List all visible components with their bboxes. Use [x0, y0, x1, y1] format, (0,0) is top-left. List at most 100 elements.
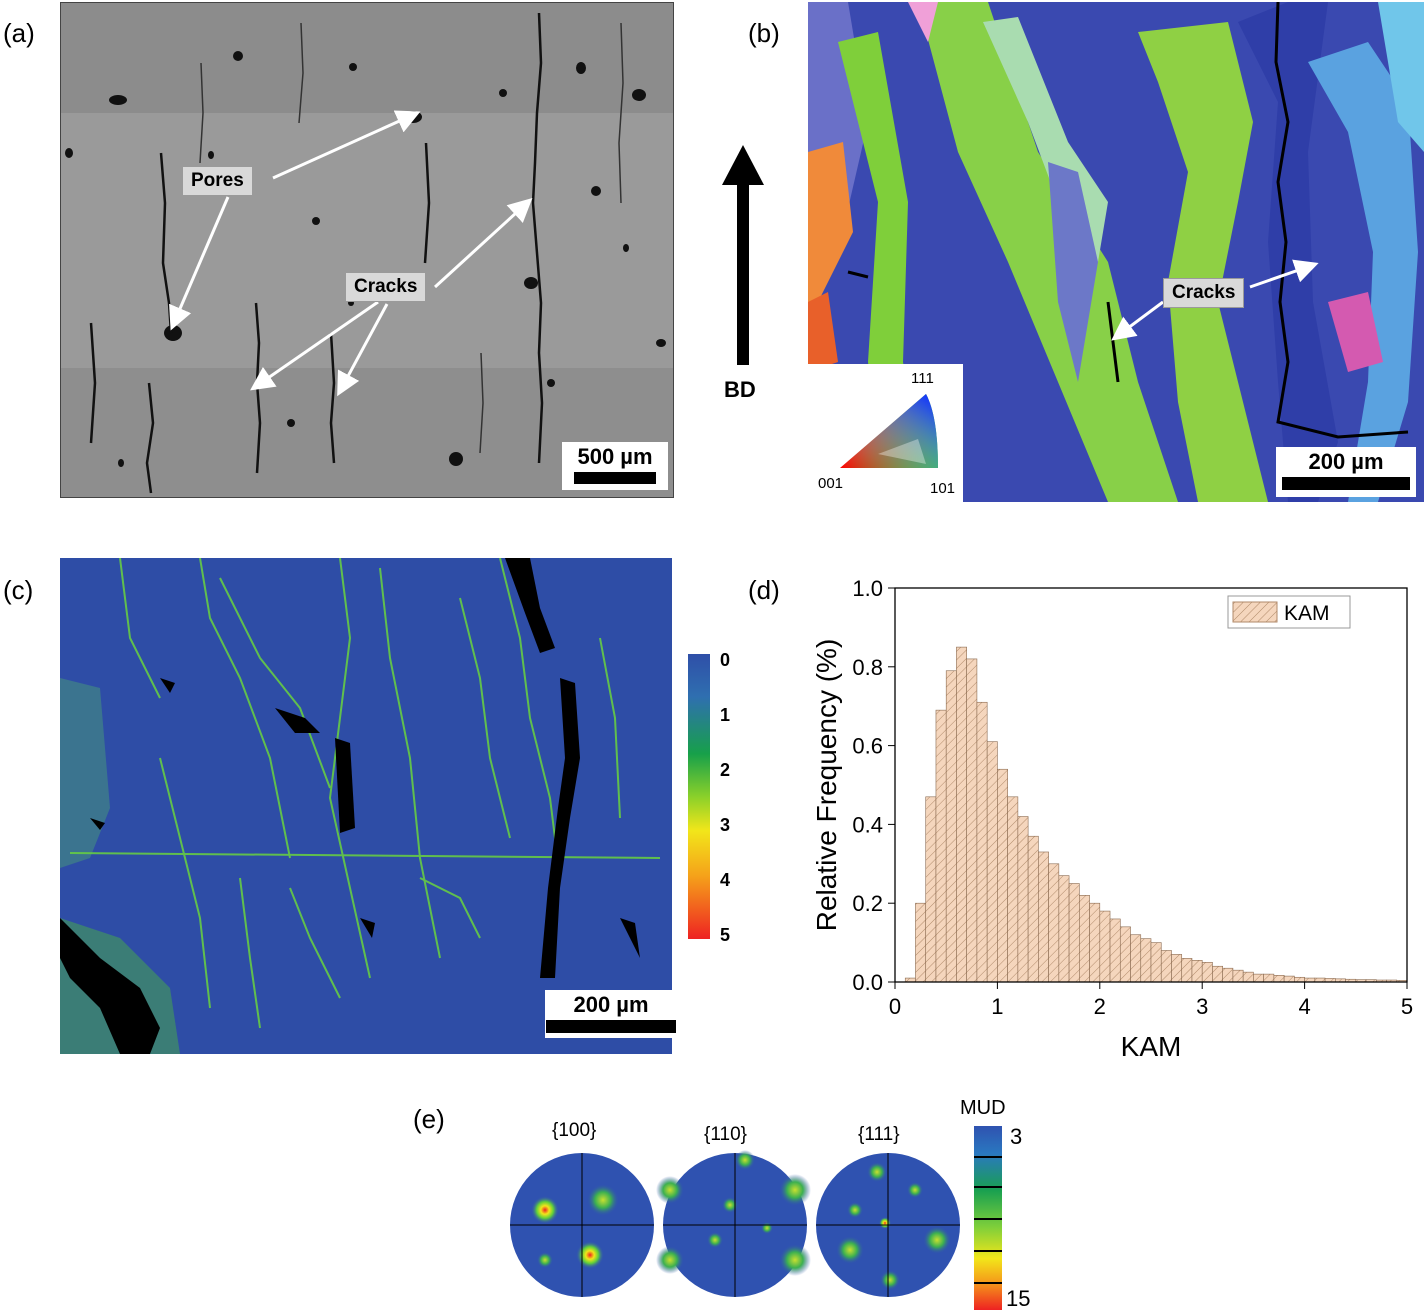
kam-colorbar-tick: 5: [720, 925, 731, 945]
y-tick-label: 0.6: [852, 734, 883, 759]
mud-colorbar-tick: [974, 1250, 1002, 1252]
pole-figure-title: {111}: [858, 1124, 900, 1145]
histogram-bar: [1079, 895, 1090, 983]
histogram-bar: [966, 658, 978, 983]
panel-c-letter: (c): [3, 575, 34, 605]
histogram-bar: [1089, 902, 1101, 983]
kam-histogram: 0 1 2 3 4 5 0.0 0.2 0.4 0.6 0.8 1.0 KAM Relative F…: [811, 576, 1413, 1062]
histogram-bar: [1212, 965, 1223, 983]
ebsd-ipf-drawing: [808, 2, 1424, 502]
histogram-bar: [1109, 918, 1121, 983]
histogram-bar: [1160, 950, 1172, 983]
histogram-bar: [925, 796, 937, 983]
histogram-bar: [915, 902, 927, 983]
scalebar-b-bar: [1282, 477, 1410, 490]
ipf-color-key: 111 001 101: [808, 364, 963, 502]
legend: KAM: [1227, 595, 1351, 629]
build-direction-label: BD: [724, 377, 756, 402]
kam-colorbar-tick: 3: [720, 815, 731, 835]
mud-colorbar-tick: [974, 1282, 1002, 1284]
mud-colorbar-tick: [974, 1156, 1002, 1158]
histogram-bar: [1048, 863, 1060, 983]
x-tick-label: 1: [991, 994, 1003, 1019]
histogram-bar: [976, 701, 988, 983]
y-tick-label: 0.2: [852, 891, 883, 916]
histogram-bar: [1140, 938, 1152, 983]
x-tick-label: 0: [889, 994, 901, 1019]
histogram-bar: [1232, 969, 1244, 983]
histogram-bar: [1294, 976, 1305, 983]
histogram-bar: [1263, 973, 1275, 983]
histogram-bar: [1242, 971, 1254, 983]
histogram-bar: [956, 646, 967, 983]
kam-map: [60, 558, 672, 1054]
histogram-bar: [1130, 934, 1142, 983]
mud-colorbar-title: MUD: [960, 1097, 1006, 1119]
kam-colorbar: [688, 654, 710, 939]
histogram-bar: [935, 709, 947, 983]
panel-a-letter: (a): [3, 18, 35, 48]
histogram-bar: [1181, 958, 1193, 983]
build-direction-arrow: [722, 145, 764, 365]
histogram-bar: [1119, 926, 1131, 983]
y-tick-label: 0.4: [852, 812, 883, 837]
ipf-key-101: 101: [930, 480, 956, 497]
scalebar-a-label: 500 µm: [577, 444, 653, 469]
histogram-bar: [1283, 975, 1295, 983]
pole-figure-110: [656, 1150, 811, 1297]
y-tick-label: 0.8: [852, 655, 883, 680]
x-tick-label: 3: [1196, 994, 1208, 1019]
panel-d-letter: (d): [748, 575, 780, 605]
scalebar-b-label: 200 µm: [1308, 449, 1384, 474]
ipf-triangle-drawing: [840, 394, 938, 468]
panel-b-arrows: [1111, 259, 1319, 341]
pole-figure-title: {100}: [552, 1120, 597, 1141]
legend-label: KAM: [1284, 602, 1330, 625]
y-axis-label: Relative Frequency (%): [811, 639, 842, 932]
histogram-bar: [1038, 851, 1049, 983]
scalebar-b: 200 µm: [1276, 447, 1416, 497]
mud-colorbar-max: 3: [1010, 1124, 1023, 1149]
pole-figure-111: [816, 1153, 960, 1297]
x-tick-label: 5: [1401, 994, 1413, 1019]
histogram-bar: [1027, 835, 1039, 983]
plot-frame: [894, 587, 1408, 983]
scalebar-a: 500 µm: [562, 442, 668, 490]
pole-figures: [510, 1150, 960, 1297]
cracks-label-b: Cracks: [1163, 278, 1245, 308]
scalebar-c-label: 200 µm: [573, 992, 649, 1017]
histogram-bar: [1058, 875, 1070, 983]
mud-colorbar-tick: [974, 1218, 1002, 1220]
scalebar-a-bar: [574, 472, 656, 484]
mud-colorbar-min: 15: [1006, 1286, 1031, 1311]
histogram-bar: [1068, 883, 1080, 983]
pores-label: Pores: [182, 166, 253, 196]
cracks-label-a: Cracks: [345, 272, 427, 302]
histogram-bar: [1273, 975, 1285, 983]
sem-micrograph: [60, 2, 674, 498]
pole-figure-100: [510, 1153, 654, 1297]
histogram-bar: [1253, 973, 1264, 983]
histogram-bar: [1222, 967, 1234, 983]
histogram-bar: [1017, 816, 1029, 983]
kam-colorbar-tick: 0: [720, 650, 731, 670]
scalebar-c-bar: [546, 1020, 676, 1033]
x-tick-label: 4: [1298, 994, 1310, 1019]
kam-colorbar-tick: 2: [720, 760, 731, 780]
panel-e-letter: (e): [413, 1104, 445, 1134]
histogram-bar: [997, 768, 1008, 983]
histogram-bar: [1007, 796, 1019, 983]
histogram-bar: [1191, 960, 1203, 983]
pole-figure-title: {110}: [704, 1124, 747, 1145]
mud-colorbar: [974, 1126, 1002, 1310]
y-tick-label: 0.0: [852, 970, 883, 995]
panel-a-arrows: [169, 110, 533, 397]
histogram-bar: [945, 670, 957, 983]
histogram-bar: [986, 741, 998, 983]
histogram-bar: [1201, 961, 1213, 983]
sem-micrograph-drawing: [61, 3, 673, 497]
kam-colorbar-tick: 1: [720, 705, 731, 725]
y-tick-label: 1.0: [852, 576, 883, 601]
kam-colorbar-tick: 4: [720, 870, 731, 890]
panel-b-letter: (b): [748, 18, 780, 48]
